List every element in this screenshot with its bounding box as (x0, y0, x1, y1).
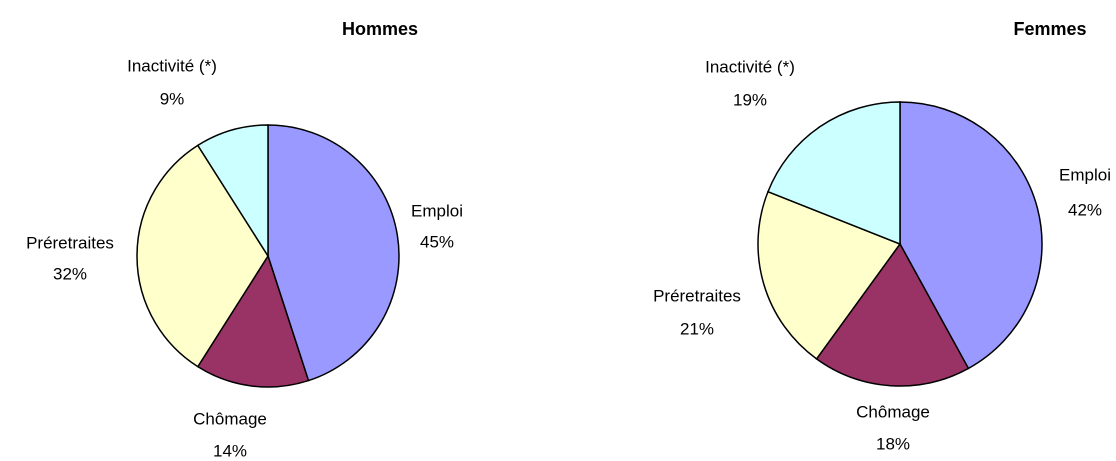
slice-value: 21% (680, 319, 714, 338)
pie-slice (196, 254, 310, 388)
pie-slice (815, 242, 970, 387)
slice-label: Emploi (411, 201, 463, 220)
slice-label: Chômage (856, 402, 930, 421)
pie-slice (757, 190, 902, 360)
slice-label: Inactivité (*) (705, 57, 795, 76)
slice-value: 45% (420, 232, 454, 251)
slice-value: 42% (1068, 200, 1102, 219)
slice-label: Inactivité (*) (127, 56, 217, 75)
slice-value: 9% (160, 89, 185, 108)
chart-title: Femmes (1013, 19, 1086, 39)
pie-slice (899, 101, 1043, 370)
slice-label: Préretraites (653, 286, 741, 305)
pie-slice (267, 124, 400, 382)
slice-label: Chômage (193, 409, 267, 428)
slice-label: Emploi (1059, 165, 1111, 184)
slice-value: 19% (733, 90, 767, 109)
pie-slice (136, 144, 269, 368)
pie-slice (196, 124, 269, 259)
slice-value: 32% (53, 264, 87, 283)
slice-label: Préretraites (26, 233, 114, 252)
slice-value: 14% (213, 441, 247, 460)
pie-slice (766, 101, 901, 246)
chart-title: Hommes (342, 19, 418, 39)
slice-value: 18% (876, 434, 910, 453)
